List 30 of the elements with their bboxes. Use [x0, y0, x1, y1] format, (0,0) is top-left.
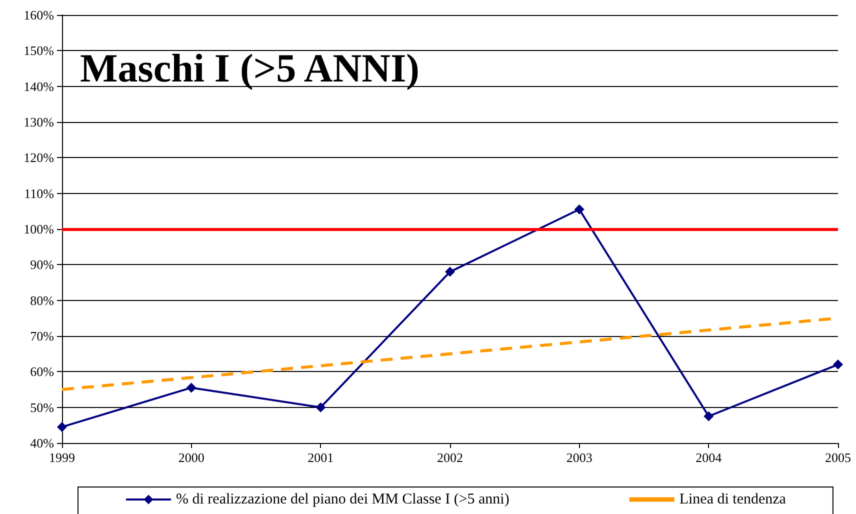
y-tick-label: 60% [30, 364, 54, 380]
y-tick-label: 150% [24, 43, 54, 58]
y-tick-label: 40% [30, 436, 54, 450]
y-tick-label: 50% [30, 400, 54, 415]
y-tick-label: 90% [30, 257, 54, 272]
point [57, 422, 67, 432]
y-tick-label: 160% [24, 8, 54, 22]
y-tick-label: 100% [24, 222, 54, 236]
point [316, 402, 326, 412]
legend-label: Linea di tendenza [679, 492, 786, 508]
x-tick-label: 2000 [178, 450, 204, 465]
x-tick-label: 1999 [49, 450, 75, 465]
point [704, 411, 714, 422]
y-tick-label: 110% [24, 186, 54, 201]
x-tick-label: 2005 [825, 450, 851, 465]
y-tick-label: 140% [24, 78, 54, 94]
x-tick-label: 2001 [308, 450, 334, 465]
x-tick-label: 2002 [437, 450, 463, 465]
x-tick-label: 2004 [696, 450, 722, 465]
point [574, 204, 584, 214]
y-tick-label: 70% [30, 328, 54, 344]
point [186, 382, 196, 393]
x-tick-label: 2003 [566, 450, 592, 465]
y-tick-label: 120% [24, 150, 54, 166]
point [445, 266, 455, 277]
point [833, 360, 843, 370]
text: Maschi I (>5 ANNI) [80, 46, 420, 90]
y-tick-label: 80% [30, 292, 54, 308]
y-tick-label: 130% [24, 114, 54, 130]
legend-label: % di realizzazione del piano dei MM Classe I (>5 anni) [176, 492, 510, 508]
